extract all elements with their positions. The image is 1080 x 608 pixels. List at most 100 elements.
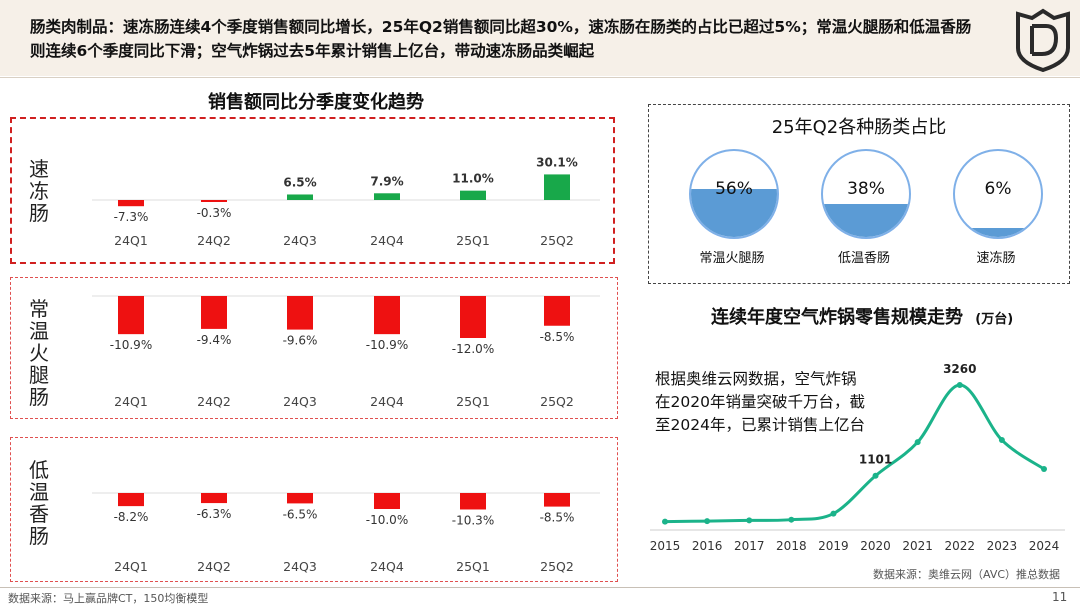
- line-point: [872, 472, 879, 479]
- line-x-tick-label: 2015: [650, 539, 681, 553]
- bar-category-label: 24Q4: [370, 233, 404, 248]
- bar: [544, 296, 570, 326]
- bar-value-label: 11.0%: [452, 172, 494, 186]
- bar-category-label: 24Q1: [114, 233, 148, 248]
- bar: [544, 174, 570, 200]
- bar-value-label: -7.3%: [114, 210, 149, 224]
- bar: [460, 190, 486, 200]
- ambient-ham-panel: [10, 277, 618, 419]
- line-point: [956, 382, 963, 388]
- air-fryer-line-chart: 2015 2016 2017 2018 2019 2020 2021 2022 2023 2024…: [650, 362, 1065, 553]
- line-point: [998, 437, 1005, 444]
- line-point: [830, 510, 837, 517]
- cup-frozen-gauge: 6%: [953, 149, 1043, 239]
- line-point: [746, 517, 753, 524]
- bar: [118, 493, 144, 507]
- line-x-tick-label: 2018: [776, 539, 807, 553]
- bar-value-label: -8.2%: [114, 510, 149, 524]
- line-x-tick-label: 2023: [987, 539, 1018, 553]
- bar-value-label: -8.5%: [540, 330, 575, 344]
- cup-frozen-label: 速冻肠: [976, 251, 1016, 266]
- frozen-sausage-panel: [10, 117, 615, 264]
- line-x-tick-label: 2016: [692, 539, 723, 553]
- bar: [374, 193, 400, 200]
- bar-category-label: 25Q2: [540, 233, 574, 248]
- bar-category-label: 25Q1: [456, 394, 490, 409]
- bar-value-label: -12.0%: [452, 342, 494, 356]
- header-summary: 肠类肉制品：速冻肠连续4个季度销售额同比增长，25年Q2销售额同比超30%，速冻…: [30, 18, 972, 60]
- line-chart-title: 连续年度空气炸锅零售规模走势 (万台): [711, 303, 1013, 329]
- cup-chilled: 38% 低温香肠: [814, 149, 914, 269]
- cup-ambient: 56% 常温火腿肠: [682, 149, 782, 269]
- bar-value-label: -10.9%: [366, 338, 408, 352]
- group-label-ambient: 常温火腿肠: [29, 297, 49, 409]
- cup-frozen-fill: [955, 228, 1041, 237]
- line-point: [1041, 466, 1047, 473]
- bar: [287, 493, 313, 504]
- yoy-bar-charts: -7.3% 24Q1 -0.3% 24Q2 6.5% 24Q3 7.9% 24Q4 11.0% 2…: [92, 155, 600, 574]
- bar-category-label: 25Q1: [456, 559, 490, 574]
- cup-ambient-value: 56%: [715, 179, 753, 199]
- header-divider: [0, 77, 1080, 78]
- bar: [287, 296, 313, 330]
- bar-category-label: 25Q1: [456, 233, 490, 248]
- share-panel: 25年Q2各种肠类占比 56% 常温火腿肠 38% 低温香肠 6% 速冻肠: [648, 104, 1070, 284]
- line-x-tick-label: 2024: [1029, 539, 1060, 553]
- air-fryer-annotation: 根据奥维云网数据，空气炸锅在2020年销量突破千万台，截至2024年，已累计销售…: [655, 370, 865, 434]
- bar: [374, 493, 400, 509]
- bar-category-label: 24Q3: [283, 559, 317, 574]
- line-point: [704, 518, 711, 525]
- cup-chilled-fill: [823, 204, 909, 237]
- bar: [460, 296, 486, 338]
- cup-frozen-value: 6%: [984, 179, 1012, 199]
- cup-ambient-label: 常温火腿肠: [699, 251, 765, 266]
- cup-chilled-gauge: 38%: [821, 149, 911, 239]
- footer-divider: [0, 587, 1080, 588]
- line-x-tick-label: 2021: [902, 539, 933, 553]
- left-chart-title: 销售额同比分季度变化趋势: [208, 92, 424, 113]
- bar-category-label: 24Q1: [114, 394, 148, 409]
- bar-category-label: 24Q2: [197, 559, 231, 574]
- brand-logo: [1016, 8, 1070, 72]
- line-chart-source: 数据来源：奥维云网（AVC）推总数据: [873, 568, 1061, 581]
- bar-category-label: 24Q2: [197, 233, 231, 248]
- bar-value-label: -9.4%: [197, 333, 232, 347]
- bar-category-label: 25Q2: [540, 559, 574, 574]
- bar-category-label: 24Q4: [370, 559, 404, 574]
- bar-value-label: -0.3%: [197, 206, 232, 220]
- group-label-chilled: 低温香肠: [29, 458, 49, 548]
- bar-value-label: -6.3%: [197, 507, 232, 521]
- cup-frozen: 6% 速冻肠: [946, 149, 1046, 269]
- bar-value-label: -9.6%: [283, 334, 318, 348]
- page-number: 11: [1052, 590, 1068, 604]
- line-data-label: 3260: [943, 362, 976, 376]
- bar-value-label: -6.5%: [283, 507, 318, 521]
- bar-value-label: -10.0%: [366, 513, 408, 527]
- bar-value-label: -10.9%: [110, 338, 152, 352]
- group-label-frozen: 速冻肠: [29, 157, 49, 225]
- cup-ambient-gauge: 56%: [689, 149, 779, 239]
- cup-chilled-value: 38%: [847, 179, 885, 199]
- bar-value-label: 7.9%: [370, 174, 403, 188]
- line-point: [662, 518, 668, 525]
- bar-category-label: 24Q3: [283, 394, 317, 409]
- line-point: [788, 516, 795, 523]
- bar: [201, 200, 227, 202]
- bar: [201, 493, 227, 504]
- bar-category-label: 24Q2: [197, 394, 231, 409]
- bar-value-label: 6.5%: [283, 175, 316, 189]
- footer-source: 数据来源：马上赢品牌CT，150均衡模型: [8, 592, 209, 605]
- bar-category-label: 24Q1: [114, 559, 148, 574]
- air-fryer-series-line: [664, 383, 1045, 524]
- chilled-sausage-panel: [10, 437, 618, 582]
- bar: [287, 194, 313, 200]
- header-band: 肠类肉制品：速冻肠连续4个季度销售额同比增长，25年Q2销售额同比超30%，速冻…: [0, 0, 1080, 76]
- bar-value-label: -8.5%: [540, 511, 575, 525]
- bar-category-label: 24Q4: [370, 394, 404, 409]
- line-x-tick-label: 2020: [860, 539, 891, 553]
- bar: [460, 493, 486, 510]
- line-point: [914, 439, 921, 446]
- line-chart-unit: (万台): [975, 312, 1014, 327]
- share-title: 25年Q2各种肠类占比: [771, 117, 947, 138]
- line-chart-title-text: 连续年度空气炸锅零售规模走势: [711, 307, 963, 328]
